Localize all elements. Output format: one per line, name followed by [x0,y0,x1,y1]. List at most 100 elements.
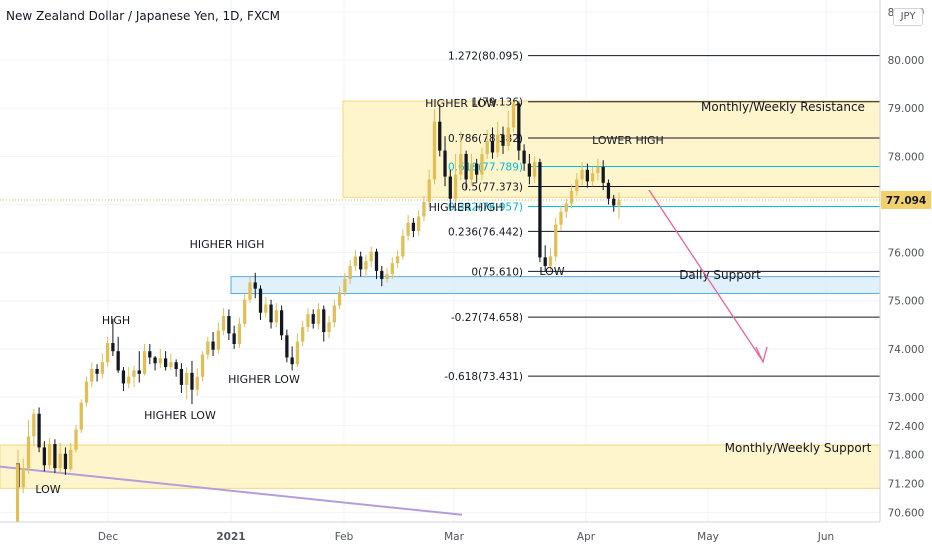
price-axis[interactable]: 81.00080.00079.00078.00077.00076.00075.0… [879,0,932,550]
candle-body [369,251,373,262]
candle-body [564,203,568,212]
price-tick-label: 73.000 [888,392,925,404]
candle-body [169,362,173,368]
swing-annotation: LOWER HIGH [592,134,664,147]
zone-box[interactable] [230,276,881,294]
price-tick-label: 79.000 [888,103,925,115]
candle-body [63,453,68,470]
candle-body [411,222,416,231]
trendline[interactable] [0,465,463,516]
candle-body [137,370,141,374]
swing-annotation: LOW [35,483,60,496]
candle-body [216,330,220,350]
candle-body [448,176,452,199]
annotations-layer: LOW HIGH HIGHER LOW HIGHER HIGH HIGHER LOW HI… [35,97,663,496]
candle-body [585,169,590,182]
candle-body [127,376,131,384]
candle-body [501,134,505,146]
candle-body [385,274,389,280]
candles-layer [16,101,621,522]
price-tick-label: 75.000 [888,296,925,308]
fib-retracement[interactable]: 1.272(80.095)1(79.136)0.786(78.382)0.618… [444,51,880,384]
price-tick-label: 71.200 [888,479,925,491]
candle-body [221,316,226,331]
candle-body [69,449,73,470]
swing-annotation: HIGH [102,314,130,327]
candle-body [617,200,621,206]
candle-body [548,256,553,267]
candle-body [301,327,305,342]
candle-body [74,429,78,450]
price-tick-label: 70.600 [888,507,925,519]
candle-body [158,358,162,364]
candle-body [427,179,431,203]
time-tick-label: May [697,531,719,543]
candle-body [601,166,605,183]
currency-badge[interactable]: JPY [893,8,923,26]
candle-body [95,369,99,374]
time-axis[interactable]: Dec 2021 Feb Mar Apr May Jun [0,521,880,543]
candle-body [517,103,521,151]
candle-body [248,282,252,300]
candle-body [337,292,342,306]
candle-body [21,468,25,488]
candle-body [163,358,168,368]
fib-level-label: 0.382(76.957) [448,202,523,214]
candle-body [84,381,89,403]
candle-body [47,444,52,466]
candle-body [348,266,352,280]
candle-body [406,222,410,236]
candle-body [190,372,194,390]
candle-body [464,153,468,180]
fib-level-label: 1(79.136) [471,97,523,109]
price-tick-label: 76.000 [888,248,925,260]
swing-annotation: HIGHER LOW [144,409,216,422]
swing-annotation: HIGHER HIGH [429,201,504,214]
current-price-value: 77.094 [886,195,927,207]
candle-body [459,153,463,175]
candle-body [200,354,205,377]
zone-label: Monthly/Weekly Support [725,441,872,455]
candle-body [258,288,263,313]
candle-body [116,351,120,371]
candle-body [206,341,210,355]
candle-body [417,216,421,231]
time-tick-label: Feb [335,531,354,543]
arrow-head[interactable] [755,346,768,364]
candle-body [132,370,136,377]
candle-body [274,310,278,323]
candle-body [306,314,310,328]
candle-body [395,256,400,264]
candle-body [522,150,526,164]
zone-box[interactable] [342,100,881,198]
candle-body [185,372,189,385]
candle-body [506,127,510,146]
projection-arrow[interactable] [648,189,768,364]
candle-body [374,251,379,271]
candle-body [42,447,46,466]
candle-body [480,153,484,175]
candle-body [580,169,584,180]
trendline-layer[interactable] [0,199,880,516]
candle-body [195,376,199,390]
candle-body [543,257,547,267]
candle-body [343,279,347,293]
candle-body [538,162,542,258]
candle-body [469,163,474,180]
fib-level-label: -0.618(73.431) [444,371,523,383]
zones-layer: Monthly/Weekly Resistance Daily Support Mo… [0,100,881,489]
time-tick-label: Mar [444,531,464,543]
candle-body [264,304,268,313]
current-price-tag[interactable] [881,190,931,209]
arrow-shaft[interactable] [648,189,763,361]
fib-level-label: 0.5(77.373) [461,182,523,194]
candle-body [596,166,600,174]
price-tick-label: 74.000 [888,344,925,356]
candle-body [316,309,321,324]
candle-body [612,198,616,206]
candle-body [26,436,31,469]
candle-body [16,464,19,522]
chart-title: New Zealand Dollar / Japanese Yen, 1D, F… [6,9,281,23]
zone-label: Daily Support [679,268,761,282]
